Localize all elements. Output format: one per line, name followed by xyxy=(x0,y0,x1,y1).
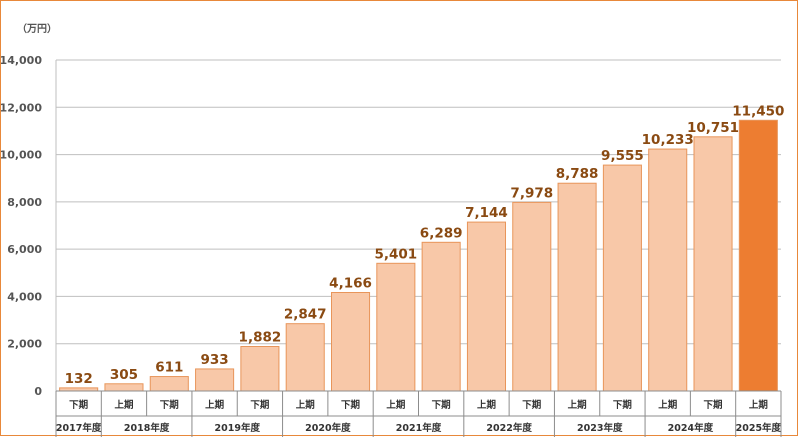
data-label: 305 xyxy=(110,367,138,383)
year-group-label: 2025年度 xyxy=(736,422,782,434)
data-label: 8,788 xyxy=(556,166,599,182)
data-label: 4,166 xyxy=(329,276,372,292)
x-tick-label: 下期 xyxy=(613,399,632,411)
data-label: 1,882 xyxy=(239,330,282,346)
bar xyxy=(285,323,325,392)
y-tick-label: 8,000 xyxy=(7,196,42,209)
x-tick-label: 上期 xyxy=(205,399,224,411)
bar xyxy=(240,346,280,392)
y-tick-label: 0 xyxy=(34,385,42,398)
x-tick-label: 下期 xyxy=(704,399,723,411)
data-label: 11,450 xyxy=(732,103,784,119)
bar xyxy=(693,136,733,392)
x-tick-label: 下期 xyxy=(250,399,269,411)
data-label: 9,555 xyxy=(601,148,644,164)
x-tick-label: 下期 xyxy=(69,399,88,411)
x-tick-label: 下期 xyxy=(160,399,179,411)
bar xyxy=(466,221,506,392)
year-group-label: 2021年度 xyxy=(396,422,442,434)
data-label: 10,751 xyxy=(687,120,739,136)
bar xyxy=(195,368,235,392)
x-tick-label: 上期 xyxy=(386,399,405,411)
bars xyxy=(59,119,778,392)
data-label: 7,144 xyxy=(465,205,508,221)
x-tick-label: 下期 xyxy=(432,399,451,411)
bar xyxy=(421,241,461,392)
data-label: 5,401 xyxy=(374,246,417,262)
y-tick-label: 2,000 xyxy=(7,338,42,351)
x-tick-label: 下期 xyxy=(341,399,360,411)
x-tick-label: 上期 xyxy=(296,399,315,411)
y-tick-label: 14,000 xyxy=(1,54,42,67)
data-label: 10,233 xyxy=(642,132,694,148)
bar xyxy=(104,383,144,392)
x-tick-label: 上期 xyxy=(749,399,768,411)
y-unit-label: （万円） xyxy=(17,22,57,35)
data-label: 933 xyxy=(201,352,229,368)
year-group-label: 2019年度 xyxy=(215,422,261,434)
bar xyxy=(512,201,552,392)
x-tick-label: 上期 xyxy=(114,399,133,411)
y-tick-label: 4,000 xyxy=(7,290,42,303)
x-tick-label: 下期 xyxy=(522,399,541,411)
gridlines xyxy=(55,59,781,392)
year-group-label: 2018年度 xyxy=(124,422,170,434)
data-label: 611 xyxy=(155,360,183,376)
data-label: 6,289 xyxy=(420,225,463,241)
year-group-label: 2024年度 xyxy=(668,422,714,434)
year-group-label: 2022年度 xyxy=(486,422,532,434)
x-tick-label: 上期 xyxy=(568,399,587,411)
bar xyxy=(602,164,642,392)
x-tick-label: 上期 xyxy=(658,399,677,411)
y-tick-label: 6,000 xyxy=(7,243,42,256)
year-group-label: 2023年度 xyxy=(577,422,623,434)
year-group-label: 2020年度 xyxy=(305,422,351,434)
data-label: 7,978 xyxy=(510,185,553,201)
data-label: 2,847 xyxy=(284,307,327,323)
bar xyxy=(149,376,189,392)
x-tick-label: 上期 xyxy=(477,399,496,411)
bar xyxy=(376,262,416,392)
data-labels: 132 305 611 933 1,8822,8474,1665,4016,2897,1… xyxy=(65,103,785,387)
bar xyxy=(738,119,778,392)
bar xyxy=(557,182,597,392)
y-axis-ticks: 0 2,000 4,000 6,000 8,000 10,000 12,000 14,000 xyxy=(1,54,42,398)
year-group-label: 2017年度 xyxy=(56,422,102,434)
x-axis: 下期 上期 下期 上期 下期 上期 下期 上期 下期 上期 下期 上期 下期 上期 下期 上期 2017年度 20… xyxy=(55,390,782,437)
bar xyxy=(648,148,688,392)
y-tick-label: 10,000 xyxy=(1,149,42,162)
y-tick-label: 12,000 xyxy=(1,101,42,114)
bar xyxy=(331,292,371,392)
data-label: 132 xyxy=(65,371,93,387)
